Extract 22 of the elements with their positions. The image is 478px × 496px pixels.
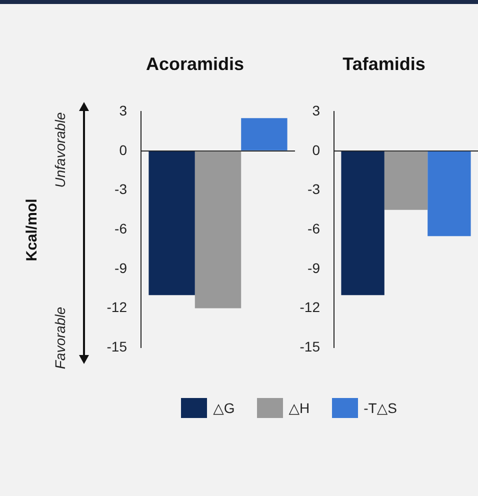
- legend-label: -T△S: [364, 400, 397, 416]
- y-tick-label: -9: [114, 260, 128, 276]
- y-tick-label: 0: [312, 142, 320, 158]
- y-tick-label: -15: [300, 338, 320, 354]
- annotation: Unfavorable: [52, 112, 68, 188]
- y-axis-title: Kcal/mol: [24, 198, 40, 262]
- y-tick-label: -6: [114, 220, 128, 236]
- y-tick-label: -3: [114, 181, 128, 198]
- y-tick-label: 0: [119, 142, 128, 158]
- chart-title: Acoramidis: [146, 54, 244, 74]
- legend-label: △G: [213, 400, 235, 416]
- y-tick-label: -3: [308, 181, 320, 198]
- y-tick-label: -12: [300, 299, 320, 316]
- y-tick-label: -9: [308, 260, 320, 276]
- chart-title: Tafamidis: [342, 54, 426, 74]
- y-tick-label: 3: [312, 102, 320, 118]
- y-tick-label: -6: [308, 220, 320, 236]
- annotation: Favorable: [52, 306, 68, 369]
- y-tick-label: -12: [106, 299, 128, 316]
- y-tick-label: 3: [119, 102, 128, 118]
- y-tick-label: -15: [106, 338, 128, 354]
- legend-label: △H: [288, 400, 310, 416]
